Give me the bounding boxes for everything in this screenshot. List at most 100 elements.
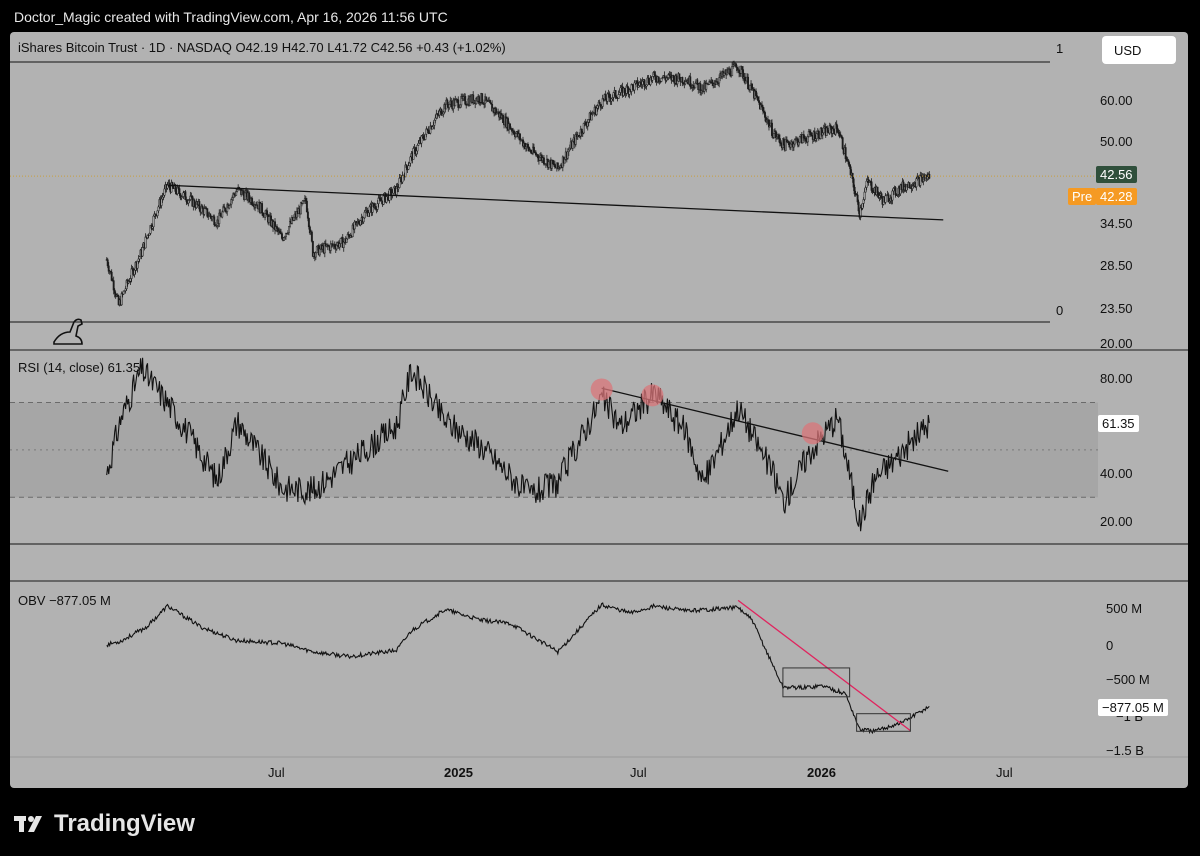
price-candle bbox=[536, 154, 539, 159]
price-candle bbox=[852, 178, 855, 188]
price-candle bbox=[744, 76, 747, 84]
obv-consolidation-box bbox=[782, 667, 851, 698]
price-candle bbox=[610, 98, 613, 102]
price-candle bbox=[224, 207, 227, 212]
rsi-divergence-marker bbox=[590, 378, 613, 401]
price-tick: 20.00 bbox=[1100, 336, 1133, 351]
price-candle bbox=[596, 105, 599, 109]
price-candle bbox=[264, 213, 267, 218]
price-candle bbox=[789, 143, 792, 148]
price-candle bbox=[840, 135, 843, 138]
price-candle bbox=[422, 135, 425, 139]
price-candle bbox=[228, 205, 231, 209]
price-candle bbox=[377, 197, 380, 204]
price-candle bbox=[547, 161, 550, 168]
price-candle bbox=[198, 201, 201, 210]
price-candle bbox=[185, 199, 188, 202]
price-candle bbox=[339, 238, 342, 244]
price-candle bbox=[836, 128, 839, 133]
price-candle bbox=[591, 113, 594, 115]
price-candle bbox=[804, 137, 807, 142]
price-candle bbox=[771, 122, 773, 136]
price-candle bbox=[755, 90, 757, 96]
price-candle bbox=[630, 84, 633, 92]
price-candle bbox=[231, 197, 234, 200]
price-candle bbox=[857, 201, 860, 212]
pre-market-label: Pre bbox=[1068, 188, 1097, 205]
price-candle bbox=[798, 136, 801, 143]
price-candle bbox=[342, 242, 345, 248]
price-candle bbox=[718, 77, 721, 84]
price-tick: 60.00 bbox=[1100, 93, 1133, 108]
price-candle bbox=[485, 96, 488, 101]
price-candle bbox=[758, 100, 760, 103]
price-candle bbox=[160, 198, 163, 206]
price-candle bbox=[367, 212, 370, 217]
price-candle bbox=[130, 268, 133, 279]
price-candle bbox=[338, 243, 341, 248]
price-candle bbox=[891, 190, 894, 201]
price-candle bbox=[404, 164, 407, 178]
price-candle bbox=[323, 243, 326, 254]
price-candle bbox=[678, 73, 681, 80]
price-candle bbox=[211, 216, 214, 220]
price-candle bbox=[450, 100, 453, 105]
price-candle bbox=[542, 157, 545, 165]
price-candle bbox=[141, 247, 144, 257]
chart-attribution: Doctor_Magic created with TradingView.co… bbox=[14, 9, 448, 25]
price-candle bbox=[612, 92, 615, 98]
price-candle bbox=[847, 160, 850, 165]
price-candle bbox=[587, 119, 590, 123]
price-candle bbox=[368, 206, 371, 214]
price-candle bbox=[738, 69, 741, 74]
rsi-legend: RSI (14, close) 61.35 bbox=[18, 360, 141, 375]
price-candle bbox=[417, 143, 420, 146]
last-price-tag: 42.56 bbox=[1096, 166, 1137, 183]
price-candle bbox=[408, 162, 411, 167]
price-candle bbox=[362, 217, 365, 223]
price-candle bbox=[538, 157, 541, 161]
price-candle bbox=[595, 107, 598, 115]
price-candle bbox=[222, 206, 225, 213]
price-candle bbox=[268, 216, 270, 223]
price-candle bbox=[382, 195, 385, 205]
x-tick: 2026 bbox=[807, 765, 836, 780]
price-candle bbox=[144, 236, 147, 249]
price-candle bbox=[392, 187, 395, 194]
price-candle bbox=[647, 77, 650, 84]
currency-button[interactable]: USD bbox=[1102, 36, 1176, 64]
price-candle bbox=[301, 200, 304, 204]
price-candle bbox=[281, 233, 283, 239]
price-candle bbox=[219, 212, 222, 217]
price-candle bbox=[926, 176, 929, 180]
price-candle bbox=[242, 190, 245, 194]
price-candle bbox=[407, 165, 410, 170]
price-candle bbox=[711, 79, 714, 84]
price-candle bbox=[329, 243, 332, 251]
price-candle bbox=[106, 259, 109, 267]
price-candle bbox=[817, 131, 820, 139]
price-candle bbox=[532, 146, 535, 153]
price-candle bbox=[530, 150, 532, 153]
price-candle bbox=[590, 114, 593, 121]
price-candle bbox=[778, 138, 781, 144]
rsi-tick: 40.00 bbox=[1100, 466, 1133, 481]
price-candle bbox=[244, 192, 247, 200]
price-candle bbox=[206, 208, 209, 217]
price-candle bbox=[374, 206, 377, 210]
chart-canvas[interactable] bbox=[10, 32, 1188, 788]
price-candle bbox=[864, 187, 867, 193]
price-candle bbox=[156, 210, 159, 216]
price-candle bbox=[556, 162, 559, 169]
price-candle bbox=[285, 232, 287, 238]
price-candle bbox=[223, 206, 226, 209]
price-tick: 34.50 bbox=[1100, 216, 1133, 231]
price-candle bbox=[751, 83, 753, 91]
price-candle bbox=[311, 240, 314, 257]
price-candle bbox=[651, 76, 654, 81]
price-candle bbox=[161, 196, 164, 200]
price-candle bbox=[567, 149, 570, 153]
price-candle bbox=[178, 188, 181, 194]
rsi-tick: 80.00 bbox=[1100, 371, 1133, 386]
price-candle bbox=[182, 192, 185, 197]
